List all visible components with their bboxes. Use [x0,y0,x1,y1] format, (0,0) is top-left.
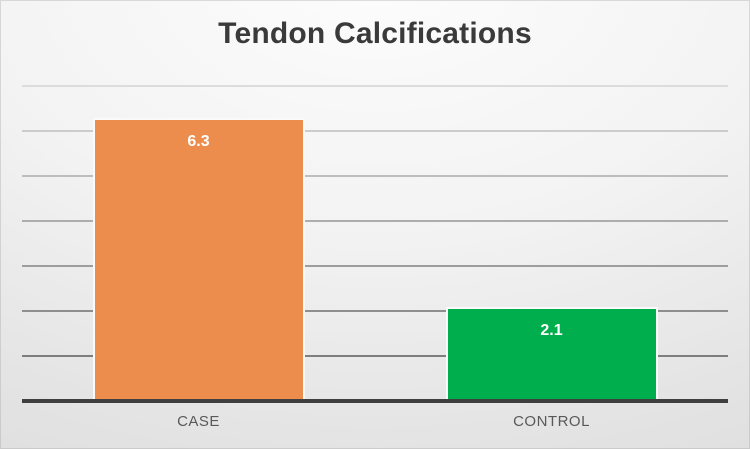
gridline [22,310,728,312]
category-label: CASE [177,413,220,430]
bar-column: 2.1 [375,306,728,401]
plot-area: 6.3 2.1 [22,41,728,401]
gridline [22,220,728,222]
bar-value-label: 2.1 [540,321,563,339]
gridline [22,130,728,132]
gridline [22,175,728,177]
gridline [22,265,728,267]
gridline [22,85,728,87]
chart-title: Tendon Calcifications [218,17,532,50]
x-axis-labels: CASE CONTROL [22,413,728,430]
bars-container: 6.3 2.1 [22,41,728,401]
bar-column: 6.3 [22,117,375,401]
bar-control: 2.1 [445,306,658,401]
gridline [22,355,728,357]
bar-case: 6.3 [92,117,305,401]
category-label: CONTROL [513,413,590,430]
bar-value-label: 6.3 [187,132,210,150]
x-axis-line [22,399,728,403]
